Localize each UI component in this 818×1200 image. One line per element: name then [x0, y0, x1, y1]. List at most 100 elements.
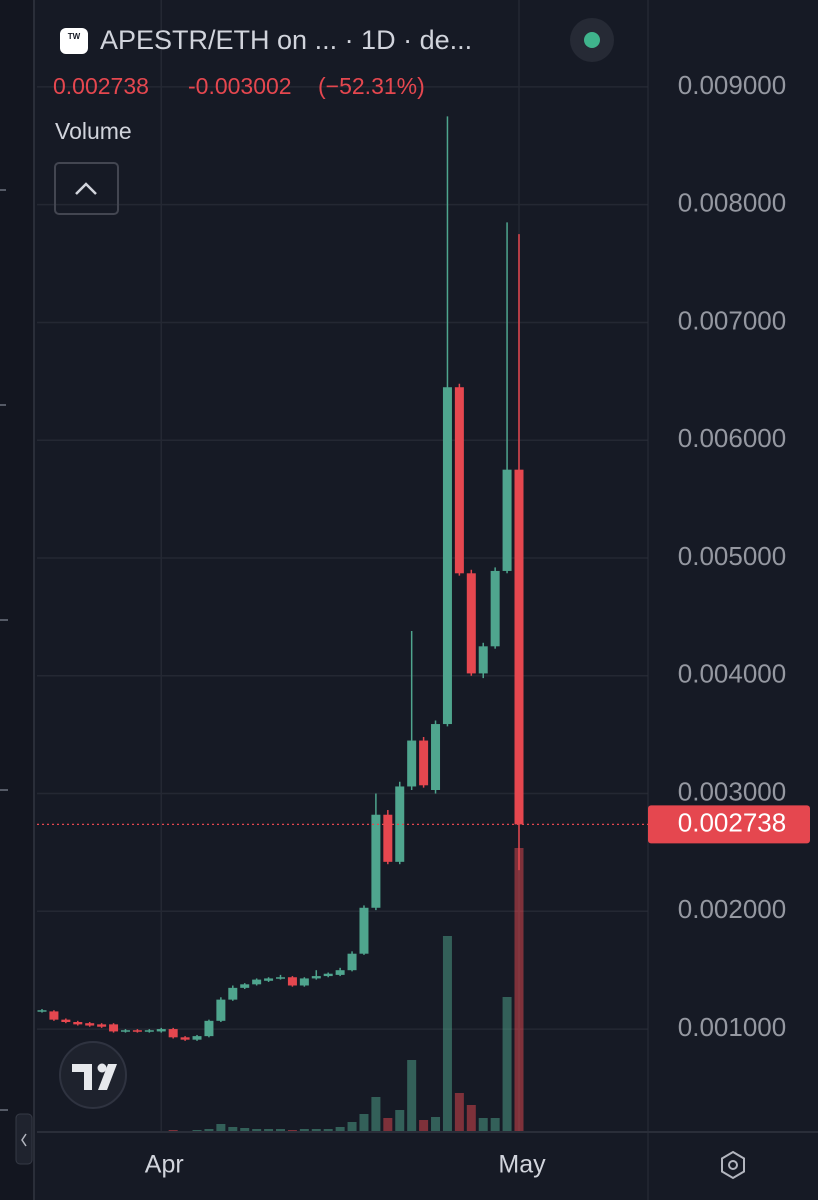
candle-body	[359, 907, 369, 954]
volume-bar	[419, 1120, 429, 1132]
chevron-up	[75, 182, 97, 195]
settings-icon[interactable]	[721, 1150, 745, 1180]
volume-bar	[240, 1128, 250, 1132]
volume-bar	[228, 1127, 238, 1132]
y-tick-label: 0.003000	[678, 776, 786, 806]
volume-bar	[431, 1117, 441, 1132]
chart-title[interactable]: APESTR/ETH on ... · 1D · de...	[100, 25, 472, 55]
candle-body	[490, 570, 500, 647]
candle-body	[287, 977, 297, 986]
candle-body	[192, 1036, 202, 1040]
volume-bar	[466, 1105, 476, 1132]
tv-logo-dot	[97, 1063, 107, 1073]
price-change: -0.003002	[188, 73, 292, 99]
y-tick-label: 0.005000	[678, 541, 786, 571]
volume-bar	[407, 1060, 417, 1132]
volume-bar	[502, 997, 512, 1132]
candle-body	[132, 1030, 142, 1032]
tv-logo[interactable]	[59, 1041, 127, 1109]
candle-body	[335, 970, 345, 975]
y-tick-label: 0.002000	[678, 894, 786, 924]
candle-body	[37, 1010, 47, 1012]
volume-bar	[204, 1129, 214, 1132]
candle-body	[109, 1024, 119, 1032]
volume-bar	[514, 848, 524, 1132]
candle-body	[120, 1030, 130, 1032]
candle-body	[419, 740, 429, 786]
candle-body	[323, 973, 333, 977]
candle-body	[61, 1019, 71, 1023]
candle-body	[299, 978, 309, 986]
candle-body	[156, 1029, 166, 1032]
volume-bar	[454, 1093, 464, 1132]
volume-bar	[347, 1122, 357, 1132]
candle-body	[431, 724, 441, 790]
volume-bar	[478, 1118, 488, 1132]
toolbar-marks	[0, 189, 8, 1111]
volume-bar	[216, 1124, 226, 1132]
x-tick-label: Apr	[145, 1151, 184, 1179]
x-tick-label: May	[498, 1151, 546, 1179]
y-tick-label: 0.008000	[678, 188, 786, 218]
collapse-indicators[interactable]	[54, 162, 119, 215]
candle-body	[228, 987, 238, 1000]
volume-bar	[299, 1129, 309, 1132]
candle-body	[478, 646, 488, 674]
volume-bar	[371, 1097, 381, 1132]
volume-bar	[359, 1114, 369, 1132]
candle-body	[383, 814, 393, 862]
candle-body	[276, 977, 285, 979]
candle-body	[347, 953, 357, 971]
volume-bar	[252, 1129, 262, 1132]
candle-body	[144, 1030, 154, 1032]
tv-logo-mark	[72, 1064, 117, 1090]
candle-body	[454, 387, 464, 574]
candle-body	[264, 978, 274, 981]
candle-body	[252, 979, 262, 985]
y-tick-label: 0.009000	[678, 70, 786, 100]
candle-body	[502, 469, 512, 571]
y-tick-label: 0.004000	[678, 659, 786, 689]
volume-bar	[442, 936, 452, 1132]
volume-bar	[264, 1129, 274, 1132]
left-toolbar	[0, 0, 33, 1200]
candle-body	[180, 1037, 190, 1040]
status-dot	[584, 32, 600, 48]
symbol-logo	[60, 28, 88, 54]
volume-bar	[276, 1129, 285, 1132]
volume-bar	[311, 1129, 321, 1132]
candle-body	[442, 387, 452, 725]
y-tick-label: 0.007000	[678, 305, 786, 335]
collapse-icon	[21, 1133, 27, 1147]
volume-label: Volume	[55, 118, 132, 144]
candle-body	[168, 1029, 178, 1038]
candle-body	[514, 469, 524, 825]
candle-body	[466, 573, 476, 674]
last-price-tag-label: 0.002738	[678, 807, 786, 837]
volume-bar	[323, 1129, 333, 1132]
last-price-tag	[648, 805, 810, 844]
price-change-pct: (−52.31%)	[318, 73, 425, 99]
volume-bar	[383, 1118, 393, 1132]
volume-bar	[490, 1118, 500, 1132]
volume-bar	[335, 1127, 345, 1132]
y-tick-label: 0.006000	[678, 423, 786, 453]
candle-body	[49, 1011, 59, 1020]
candle-body	[407, 740, 417, 787]
candle-body	[85, 1023, 95, 1026]
candle-body	[204, 1020, 214, 1037]
y-tick-label: 0.001000	[678, 1012, 786, 1042]
volume-bar	[395, 1110, 405, 1132]
symbol-logo-text: TW	[68, 32, 81, 41]
candle-body	[97, 1024, 107, 1027]
candle-body	[240, 984, 250, 988]
collapse-button[interactable]	[15, 1113, 33, 1165]
candle-body	[371, 814, 381, 908]
candle-body	[311, 976, 321, 979]
candle-body	[73, 1022, 83, 1025]
candle-body	[395, 786, 405, 862]
last-price: 0.002738	[53, 73, 149, 99]
